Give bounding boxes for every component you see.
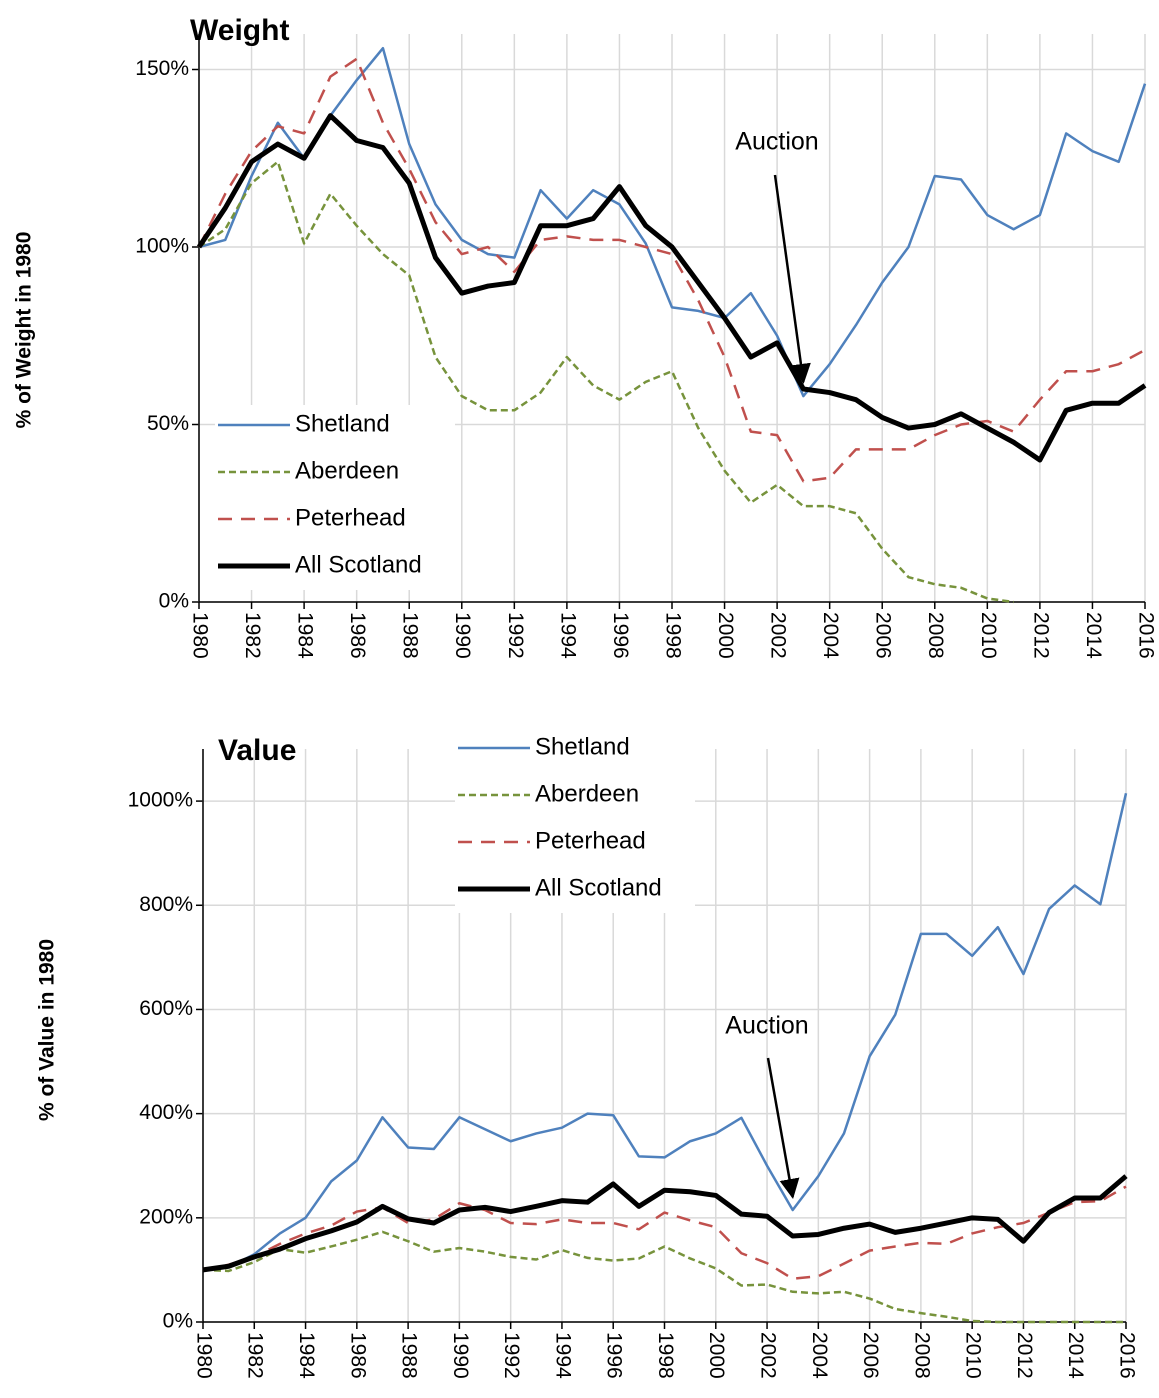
x-tick-label: 1998 xyxy=(661,612,684,659)
annotation: Auction xyxy=(735,128,818,156)
x-tick-label: 1980 xyxy=(188,612,211,659)
series-line xyxy=(202,1174,1128,1273)
y-tick-label: 100% xyxy=(135,235,189,258)
x-tick-label: 1996 xyxy=(603,1332,626,1379)
x-tick-label: 2006 xyxy=(872,612,895,659)
series-line xyxy=(202,1230,1126,1324)
x-tick-label: 1986 xyxy=(346,612,369,659)
chart: 0% 50% 100% 150% 1980 1982 1984 1986 1988 1990 199… xyxy=(13,14,1158,659)
x-tick-label: 1994 xyxy=(551,1332,574,1379)
y-tick-label: 800% xyxy=(139,893,193,916)
series-line xyxy=(197,57,1146,483)
x-tick-label: 1982 xyxy=(241,612,264,659)
y-tick-label: 150% xyxy=(135,57,189,80)
x-tick-label: 2012 xyxy=(1029,612,1052,659)
x-tick-label: 1992 xyxy=(504,612,527,659)
x-tick-label: 2016 xyxy=(1115,1332,1138,1379)
x-tick-label: 1984 xyxy=(294,612,317,659)
annotation: Auction xyxy=(725,1012,808,1040)
x-tick-label: 1984 xyxy=(295,1332,318,1379)
x-tick-label: 2008 xyxy=(910,1332,933,1379)
x-tick-label: 2000 xyxy=(714,612,737,659)
x-tick-label: 2016 xyxy=(1134,612,1157,659)
annotation-arrow xyxy=(766,1057,800,1199)
x-tick-label: 2000 xyxy=(705,1332,728,1379)
x-tick-label: 2004 xyxy=(819,612,842,659)
x-tick-label: 2004 xyxy=(808,1332,831,1379)
x-tick-label: 1986 xyxy=(346,1332,369,1379)
x-tick-label: 2006 xyxy=(859,1332,882,1379)
y-tick-label: 400% xyxy=(139,1101,193,1124)
x-tick-label: 2008 xyxy=(924,612,947,659)
x-tick-label: 1994 xyxy=(556,612,579,659)
legend-label: All Scotland xyxy=(535,874,662,901)
legend-box xyxy=(455,728,695,913)
x-tick-label: 2014 xyxy=(1082,612,1105,659)
x-tick-label: 1990 xyxy=(449,1332,472,1379)
y-tick-label: 0% xyxy=(159,590,189,613)
x-tick-label: 1990 xyxy=(451,612,474,659)
series-line xyxy=(196,113,1147,463)
x-tick-label: 1982 xyxy=(244,1332,267,1379)
legend-label: Shetland xyxy=(535,733,630,760)
annotation-arrow xyxy=(773,174,811,384)
legend-label: Aberdeen xyxy=(535,780,639,807)
series-line xyxy=(198,46,1147,398)
legend-label: All Scotland xyxy=(295,551,422,578)
x-tick-label: 1992 xyxy=(500,1332,523,1379)
series-line xyxy=(202,792,1128,1272)
x-tick-label: 1988 xyxy=(398,1332,421,1379)
legend-label: Peterhead xyxy=(295,504,406,531)
chart-title: Value xyxy=(218,734,296,767)
x-tick-label: 1998 xyxy=(654,1332,677,1379)
x-tick-label: 2002 xyxy=(767,612,790,659)
y-tick-label: 1000% xyxy=(128,789,193,812)
x-tick-label: 1996 xyxy=(609,612,632,659)
series-line xyxy=(198,160,1014,604)
chart-title: Weight xyxy=(190,14,289,47)
chart: 0% 200% 400% 600% 800% 1000% 1980 1982 1984 1986 1… xyxy=(36,728,1138,1379)
y-tick-label: 600% xyxy=(139,997,193,1020)
legend-label: Shetland xyxy=(295,410,390,437)
y-tick-label: 0% xyxy=(163,1310,193,1333)
x-tick-label: 2014 xyxy=(1064,1332,1087,1379)
legend-label: Peterhead xyxy=(535,827,646,854)
y-axis-label: % of Weight in 1980 xyxy=(13,232,36,429)
x-tick-label: 2010 xyxy=(962,1332,985,1379)
y-tick-label: 200% xyxy=(139,1205,193,1228)
x-tick-label: 2012 xyxy=(1013,1332,1036,1379)
x-tick-label: 1988 xyxy=(399,612,422,659)
series-line xyxy=(202,1185,1127,1281)
x-tick-label: 2002 xyxy=(757,1332,780,1379)
x-tick-label: 2010 xyxy=(977,612,1000,659)
y-tick-label: 50% xyxy=(147,412,189,435)
legend-label: Aberdeen xyxy=(295,457,399,484)
y-axis-label: % of Value in 1980 xyxy=(36,939,59,1121)
legend-box xyxy=(215,405,455,590)
x-tick-label: 1980 xyxy=(192,1332,215,1379)
